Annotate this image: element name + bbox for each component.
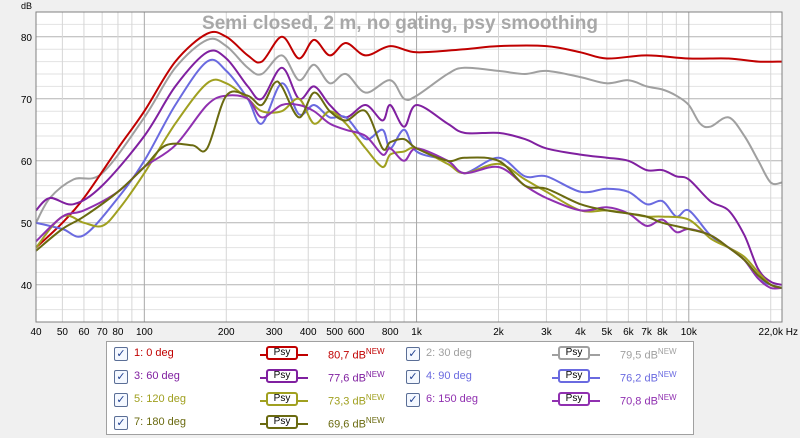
legend-item: ✓ 4: 90 deg Psy 76,2 dBNEW <box>399 367 691 389</box>
y-tick-label: 50 <box>21 219 33 230</box>
x-tick-label: 100 <box>136 327 153 338</box>
x-tick-label: 7k <box>641 327 653 338</box>
level-text: 80,7 dB <box>328 349 366 362</box>
x-tick-label: 40 <box>30 327 42 338</box>
x-tick-label: 500 <box>326 327 343 338</box>
legend-checkbox[interactable]: ✓ <box>114 393 128 407</box>
x-tick-label: 80 <box>112 327 124 338</box>
chart-title: Semi closed, 2 m, no gating, psy smoothi… <box>202 13 598 34</box>
legend-item: ✓ 6: 150 deg Psy 70,8 dBNEW <box>399 390 691 412</box>
y-tick-labels: 40 50 60 70 80 <box>21 33 33 292</box>
new-badge: NEW <box>365 393 385 402</box>
x-tick-label: 5k <box>602 327 614 338</box>
legend-item: ✓ 5: 120 deg Psy 73,3 dBNEW <box>107 390 399 412</box>
level-text: 70,8 dB <box>620 395 658 408</box>
x-tick-label: 2k <box>493 327 505 338</box>
legend-label: 7: 180 deg <box>134 416 186 428</box>
y-tick-label: 40 <box>21 281 33 292</box>
x-tick-label: 3k <box>541 327 553 338</box>
legend-level-value: 70,8 dBNEW <box>620 393 677 408</box>
x-tick-label: 10k <box>681 327 698 338</box>
legend-label: 2: 30 deg <box>426 347 472 359</box>
psy-smoothing-button[interactable]: Psy <box>266 346 298 360</box>
x-tick-label: 300 <box>266 327 283 338</box>
psy-smoothing-button[interactable]: Psy <box>266 392 298 406</box>
legend-level-value: 69,6 dBNEW <box>328 416 385 431</box>
x-tick-label: 4k <box>575 327 587 338</box>
x-tick-label: 400 <box>300 327 317 338</box>
legend-checkbox[interactable]: ✓ <box>114 347 128 361</box>
psy-smoothing-button[interactable]: Psy <box>558 346 590 360</box>
series-line-7 <box>35 80 783 289</box>
legend-label: 3: 60 deg <box>134 370 180 382</box>
legend-label: 1: 0 deg <box>134 347 174 359</box>
psy-smoothing-button[interactable]: Psy <box>558 369 590 383</box>
series-line-4 <box>35 58 783 289</box>
legend-label: 4: 90 deg <box>426 370 472 382</box>
y-tick-label: 60 <box>21 157 33 168</box>
grid-lines <box>35 11 782 323</box>
legend-checkbox[interactable]: ✓ <box>406 370 420 384</box>
x-tick-label: 50 <box>57 327 69 338</box>
new-badge: NEW <box>657 393 677 402</box>
new-badge: NEW <box>657 370 677 379</box>
legend-checkbox[interactable]: ✓ <box>114 370 128 384</box>
x-tick-label: 22,0k Hz <box>759 327 798 338</box>
legend-level-value: 80,7 dBNEW <box>328 347 385 362</box>
plot-border <box>35 11 783 323</box>
y-tick-label: 80 <box>21 33 33 44</box>
y-axis-label: dB <box>21 1 32 11</box>
series-group <box>35 30 783 290</box>
level-text: 69,6 dB <box>328 418 366 431</box>
x-tick-label: 200 <box>218 327 235 338</box>
series-line-2 <box>35 37 783 224</box>
new-badge: NEW <box>365 370 385 379</box>
x-tick-label: 8k <box>657 327 669 338</box>
level-text: 76,2 dB <box>620 372 658 385</box>
legend-level-value: 73,3 dBNEW <box>328 393 385 408</box>
legend-level-value: 79,5 dBNEW <box>620 347 677 362</box>
x-tick-label: 6k <box>623 327 635 338</box>
legend-checkbox[interactable]: ✓ <box>114 416 128 430</box>
x-tick-label: 70 <box>97 327 109 338</box>
level-text: 79,5 dB <box>620 349 658 362</box>
legend-level-value: 76,2 dBNEW <box>620 370 677 385</box>
level-text: 73,3 dB <box>328 395 366 408</box>
x-tick-labels: 40 50 60 70 80 100 200 300 400 500 600 800 1k 2k 3k 4k 5… <box>30 327 798 338</box>
legend-item: ✓ 2: 30 deg Psy 79,5 dBNEW <box>399 344 691 366</box>
x-tick-label: 60 <box>78 327 90 338</box>
x-tick-label: 1k <box>411 327 423 338</box>
new-badge: NEW <box>365 347 385 356</box>
y-tick-label: 70 <box>21 95 33 106</box>
x-tick-label: 800 <box>382 327 399 338</box>
psy-smoothing-button[interactable]: Psy <box>266 415 298 429</box>
legend-label: 5: 120 deg <box>134 393 186 405</box>
legend-checkbox[interactable]: ✓ <box>406 393 420 407</box>
psy-smoothing-button[interactable]: Psy <box>558 392 590 406</box>
series-line-3 <box>35 49 783 286</box>
series-line-1 <box>35 30 783 249</box>
legend: ✓ 1: 0 deg Psy 80,7 dBNEW ✓ 2: 30 deg Psy 79,5 … <box>106 341 694 435</box>
legend-level-value: 77,6 dBNEW <box>328 370 385 385</box>
psy-smoothing-button[interactable]: Psy <box>266 369 298 383</box>
legend-label: 6: 150 deg <box>426 393 478 405</box>
plot-area <box>36 12 782 322</box>
legend-checkbox[interactable]: ✓ <box>406 347 420 361</box>
level-text: 77,6 dB <box>328 372 366 385</box>
new-badge: NEW <box>657 347 677 356</box>
series-line-5 <box>35 78 783 289</box>
legend-item: ✓ 7: 180 deg Psy 69,6 dBNEW <box>107 413 399 435</box>
new-badge: NEW <box>365 416 385 425</box>
legend-item: ✓ 3: 60 deg Psy 77,6 dBNEW <box>107 367 399 389</box>
x-tick-label: 600 <box>348 327 365 338</box>
legend-item: ✓ 1: 0 deg Psy 80,7 dBNEW <box>107 344 399 366</box>
